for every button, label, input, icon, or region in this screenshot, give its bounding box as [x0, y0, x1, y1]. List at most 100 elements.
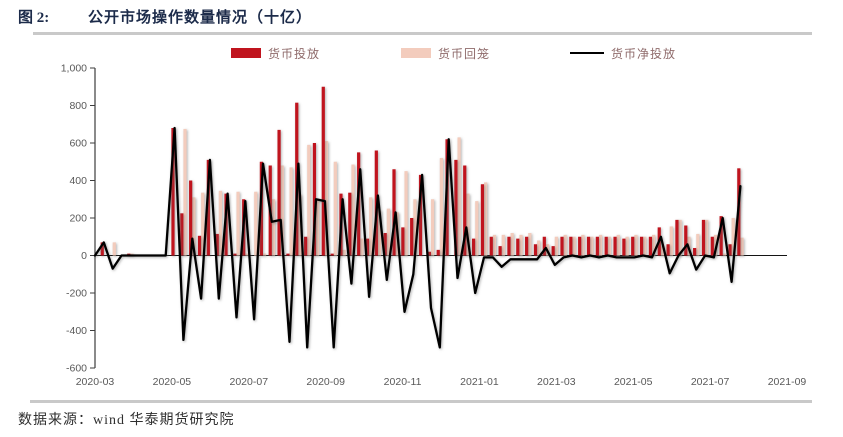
injection-bar [701, 219, 706, 256]
injection-bar [365, 238, 370, 256]
injection-bar [206, 159, 210, 256]
legend-label-net: 货币净投放 [611, 46, 677, 61]
injection-bar [639, 236, 644, 256]
withdrawal-bar [218, 190, 222, 256]
injection-bar [180, 213, 184, 256]
data-source-text: 数据来源：wind 华泰期货研究院 [18, 413, 235, 428]
legend-label-injection: 货币投放 [268, 46, 321, 61]
x-tick-label: 2021-07 [691, 376, 730, 388]
injection-bar [348, 192, 352, 256]
injection-bar [312, 143, 317, 256]
withdrawal-bar [404, 171, 408, 256]
injection-bar [100, 242, 104, 256]
withdrawal-bar [625, 236, 629, 256]
injection-bar [728, 244, 732, 256]
injection-bar [197, 235, 202, 256]
injection-bar [436, 249, 440, 256]
withdrawal-bar [678, 219, 682, 256]
y-tick-label: 1,000 [61, 63, 87, 75]
injection-bar [693, 248, 697, 256]
x-axis-labels: 2020-03 2020-05 2020-07 2020-09 2020-11 2021-… [76, 376, 807, 388]
withdrawal-bar [722, 253, 726, 256]
withdrawal-bar [492, 234, 497, 256]
injection-bar [427, 251, 431, 256]
injection-bar [586, 236, 591, 256]
withdrawal-bar [660, 246, 665, 256]
injection-bar [303, 236, 308, 256]
withdrawal-bar [731, 218, 735, 256]
x-tick-label: 2021-01 [460, 376, 499, 388]
figure-label: 图 2: [18, 10, 50, 26]
legend-item-withdrawal: 货币回笼 [401, 45, 490, 61]
injection-swatch-icon [231, 48, 261, 58]
withdrawal-bar [333, 161, 337, 256]
injection-bar [463, 165, 467, 256]
y-tick-label: -400 [66, 325, 87, 337]
x-tick-label: 2020-09 [306, 376, 345, 388]
injection-bar [454, 159, 458, 256]
bottom-divider [30, 400, 812, 403]
withdrawal-bar [457, 137, 461, 256]
injection-bar [684, 225, 688, 256]
injection-bar [215, 233, 219, 256]
withdrawal-bar [271, 199, 276, 256]
x-tick-label: 2020-07 [230, 376, 269, 388]
withdrawal-bar [528, 233, 532, 256]
withdrawal-bar [598, 234, 603, 256]
y-tick-label: -600 [66, 363, 87, 375]
y-tick-label: 0 [81, 250, 87, 262]
withdrawal-bar [669, 226, 673, 256]
withdrawal-bar [643, 236, 647, 256]
withdrawal-bar [183, 128, 187, 256]
injection-bars [100, 86, 741, 256]
withdrawal-bar [696, 233, 700, 256]
injection-bar [631, 236, 635, 256]
x-tick-label: 2021-05 [614, 376, 653, 388]
injection-bar [233, 253, 237, 256]
y-tick-label: 800 [69, 100, 87, 112]
withdrawal-bar [634, 234, 638, 256]
x-tick-label: 2021-09 [768, 376, 807, 388]
injection-bar [578, 236, 582, 256]
chart-legend: 货币投放 货币回笼 货币净投放 [0, 45, 843, 61]
injection-bar [542, 236, 546, 256]
injection-bar [286, 253, 290, 256]
withdrawal-bar [652, 234, 656, 256]
injection-bar [383, 233, 387, 256]
top-divider [33, 32, 812, 35]
withdrawal-bar [192, 197, 196, 256]
net-line-swatch-icon [570, 51, 604, 55]
injection-bar [622, 238, 626, 256]
withdrawal-bar [581, 234, 585, 256]
withdrawal-bar [519, 234, 523, 256]
injection-bar [525, 236, 529, 256]
withdrawal-bar [360, 238, 364, 256]
withdrawal-swatch-icon [401, 48, 431, 58]
injection-bar [401, 227, 405, 256]
withdrawal-bar [430, 199, 435, 256]
injection-bar [321, 86, 325, 256]
injection-bar [489, 236, 493, 256]
y-axis: -600 -400 -200 0 200 400 600 800 1,000 [61, 63, 96, 375]
withdrawal-bar [262, 253, 267, 256]
withdrawal-bar [484, 182, 488, 256]
x-tick-label: 2020-11 [384, 376, 422, 388]
injection-bar [189, 180, 193, 256]
withdrawal-bar [590, 236, 594, 256]
y-tick-label: -200 [66, 288, 87, 300]
injection-bar [516, 238, 520, 256]
injection-bar [418, 174, 423, 256]
x-tick-label: 2020-05 [153, 376, 192, 388]
x-tick-label: 2020-03 [76, 376, 115, 388]
legend-label-withdrawal: 货币回笼 [438, 46, 491, 61]
withdrawal-bar [510, 233, 514, 256]
injection-bar [330, 253, 334, 256]
withdrawal-bar [466, 193, 470, 256]
injection-bar [710, 236, 714, 256]
legend-item-net: 货币净投放 [570, 45, 676, 61]
withdrawal-bar [563, 234, 567, 256]
withdrawal-bar [607, 236, 612, 256]
injection-bar [498, 246, 502, 256]
